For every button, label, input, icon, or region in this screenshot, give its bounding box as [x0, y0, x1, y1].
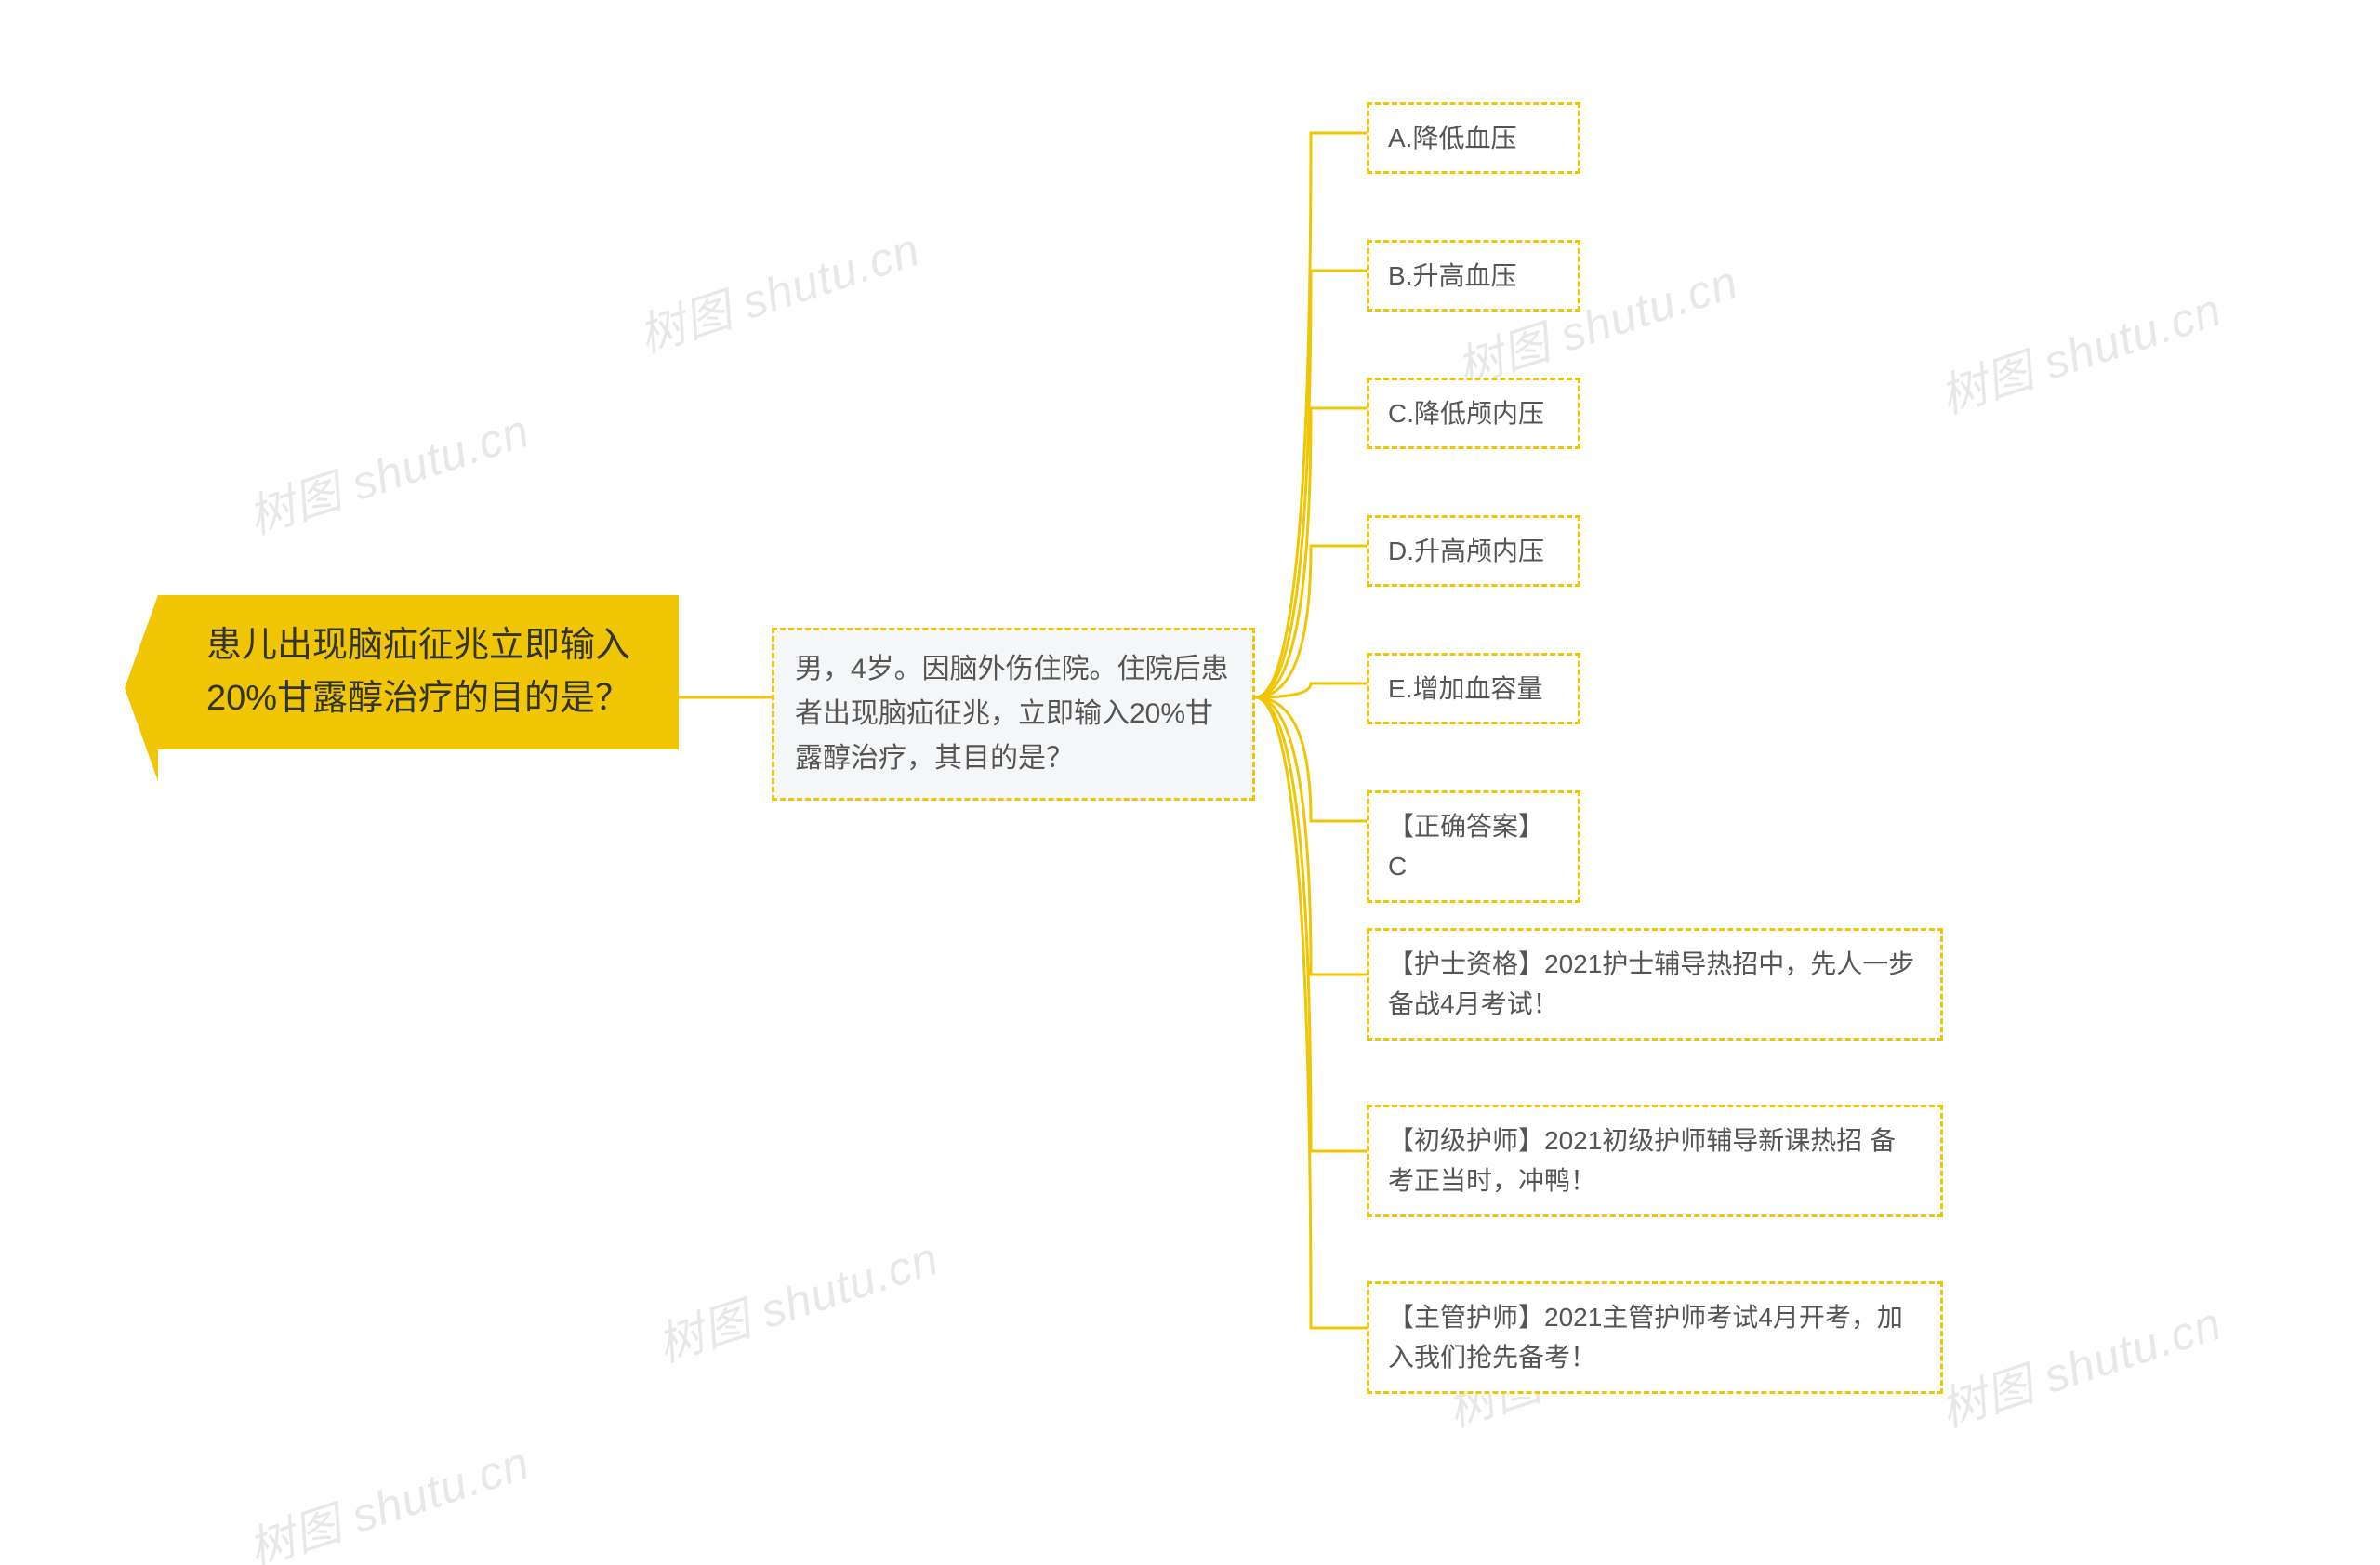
watermark: 树图 shutu.cn	[648, 1221, 946, 1374]
option-d-node[interactable]: D.升高颅内压	[1367, 515, 1580, 587]
promo-1-node[interactable]: 【护士资格】2021护士辅导热招中，先人一步备战4月考试！	[1367, 928, 1943, 1041]
promo-1-text: 【护士资格】2021护士辅导热招中，先人一步备战4月考试！	[1388, 949, 1914, 1018]
option-e-node[interactable]: E.增加血容量	[1367, 653, 1580, 724]
promo-3-text: 【主管护师】2021主管护师考试4月开考，加入我们抢先备考！	[1388, 1303, 1903, 1372]
watermark: 树图 shutu.cn	[629, 212, 928, 365]
option-a-node[interactable]: A.降低血压	[1367, 102, 1580, 174]
question-node[interactable]: 男，4岁。因脑外伤住院。住院后患者出现脑疝征兆，立即输入20%甘露醇治疗，其目的…	[772, 628, 1255, 801]
mindmap-canvas: 树图 shutu.cn 树图 shutu.cn 树图 shutu.cn 树图 s…	[0, 0, 2380, 1565]
watermark: 树图 shutu.cn	[239, 1426, 537, 1565]
option-c-text: C.降低颅内压	[1388, 399, 1544, 428]
answer-node[interactable]: 【正确答案】C	[1367, 790, 1580, 903]
option-e-text: E.增加血容量	[1388, 674, 1542, 703]
root-node[interactable]: 患儿出现脑疝征兆立即输入20%甘露醇治疗的目的是？	[158, 595, 679, 749]
question-node-text: 男，4岁。因脑外伤住院。住院后患者出现脑疝征兆，立即输入20%甘露醇治疗，其目的…	[795, 654, 1229, 774]
promo-2-text: 【初级护师】2021初级护师辅导新课热招 备考正当时，冲鸭！	[1388, 1126, 1896, 1195]
option-b-text: B.升高血压	[1388, 261, 1516, 290]
root-node-text: 患儿出现脑疝征兆立即输入20%甘露醇治疗的目的是？	[206, 626, 630, 718]
option-c-node[interactable]: C.降低颅内压	[1367, 378, 1580, 449]
watermark: 树图 shutu.cn	[1931, 272, 2229, 426]
watermark: 树图 shutu.cn	[239, 393, 537, 547]
option-a-text: A.降低血压	[1388, 124, 1516, 153]
option-b-node[interactable]: B.升高血压	[1367, 240, 1580, 312]
promo-3-node[interactable]: 【主管护师】2021主管护师考试4月开考，加入我们抢先备考！	[1367, 1281, 1943, 1394]
watermark: 树图 shutu.cn	[1931, 1286, 2229, 1439]
promo-2-node[interactable]: 【初级护师】2021初级护师辅导新课热招 备考正当时，冲鸭！	[1367, 1105, 1943, 1217]
option-d-text: D.升高颅内压	[1388, 537, 1544, 565]
answer-text: 【正确答案】C	[1388, 812, 1544, 881]
